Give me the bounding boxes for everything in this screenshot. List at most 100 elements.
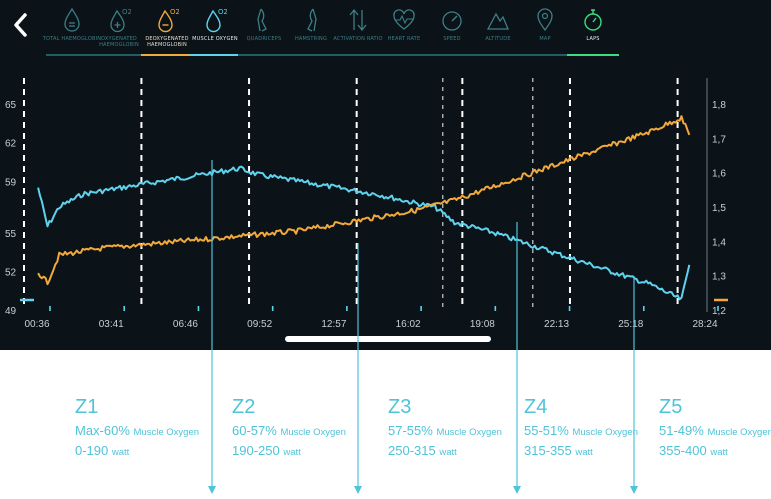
horizontal-scrollbar[interactable] [285, 336, 491, 342]
chevron-left-icon [14, 13, 27, 37]
drop-o2-minus-icon: O2 [158, 8, 179, 33]
y-right-tick-label: 1,6 [712, 169, 726, 180]
x-tick-label: 03:41 [99, 319, 124, 330]
tab-indicator-active [189, 54, 241, 56]
speedometer-icon [442, 11, 462, 31]
tab-indicator [472, 54, 524, 56]
tab-label: LAPS [586, 36, 600, 42]
tab-map[interactable]: MAP [519, 6, 571, 58]
tab-label: HAMSTRING [294, 36, 328, 42]
tab-label: MUSCLE OXYGEN [192, 36, 238, 42]
tab-label: DEOXYGENATED HAEMOGLOBIN [145, 36, 189, 48]
tab-indicator [238, 54, 290, 56]
tab-label: OXYGENATED HAEMOGLOBIN [99, 36, 139, 48]
series-layer [20, 115, 728, 302]
x-tick-label: 00:36 [24, 319, 49, 330]
zone-title: Z3 [388, 396, 412, 418]
zone-title: Z2 [232, 396, 256, 418]
y-right-tick-label: 1,3 [712, 272, 726, 283]
arrow-down-icon [630, 486, 638, 494]
x-axis: 00:36 03:41 06:46 09:52 12:57 16:02 19:08 22:13… [24, 306, 719, 330]
leg-icon [257, 8, 267, 32]
zone-range: 57-55% [388, 423, 433, 438]
zone-range-unit: Muscle Oxygen [133, 427, 200, 438]
zone-z4: Z4 55-51% Muscle Oxygen 315-355 watt [524, 396, 638, 462]
tab-indicator [426, 54, 478, 56]
series-line [37, 165, 691, 301]
y-left-tick-label: 59 [5, 177, 17, 188]
heart-icon [393, 9, 415, 30]
x-tick-label: 16:02 [396, 319, 421, 330]
zone-title: Z4 [524, 396, 548, 418]
zone-z2: Z2 60-57% Muscle Oxygen 190-250 watt [232, 396, 346, 462]
zone-range-unit: Muscle Oxygen [572, 427, 638, 438]
x-tick-label: 06:46 [173, 319, 198, 330]
zone-watt-unit: watt [283, 447, 301, 458]
workout-chart: 49 52 55 59 62 65 1,2 1,3 1,4 1,5 1,6 1,7 1,8 00:36… [5, 78, 728, 330]
tab-label: QUADRICEPS [246, 36, 282, 42]
zone-watt: 250-315 [388, 443, 436, 458]
zone-watt: 0-190 [75, 443, 109, 458]
y-left-tick-label: 65 [5, 100, 17, 111]
zone-watt-unit: watt [439, 447, 457, 458]
back-button[interactable] [8, 10, 34, 40]
zone-range: Max-60% [75, 423, 130, 438]
tab-label: TOTAL HAEMOGLOBIN [42, 36, 102, 42]
drop-equals-icon [64, 7, 80, 32]
metric-toolbar: TOTAL HAEMOGLOBIN O2 OXYGENATED HAEMOGLO… [0, 0, 771, 62]
zone-z5: Z5 51-49% Muscle Oxygen 355-400 watt [659, 396, 771, 462]
zone-range: 51-49% [659, 423, 704, 438]
tab-indicator [46, 54, 98, 56]
zone-watt: 355-400 [659, 443, 707, 458]
zone-watt-unit: watt [575, 447, 593, 458]
zone-title: Z1 [75, 396, 99, 418]
tab-indicator [332, 54, 384, 56]
tab-activation-ratio[interactable]: ACTIVATION RATIO [332, 6, 384, 58]
y-right-tick-label: 1,7 [712, 134, 726, 145]
tab-heart-rate[interactable]: HEART RATE [378, 6, 430, 58]
zone-watt: 190-250 [232, 443, 280, 458]
tab-total-haemoglobin[interactable]: TOTAL HAEMOGLOBIN [43, 6, 101, 58]
tab-deoxygenated-haemoglobin[interactable]: O2 DEOXYGENATED HAEMOGLOBIN [141, 6, 193, 58]
x-tick-label: 28:24 [692, 319, 717, 330]
leg-back-icon [307, 8, 317, 32]
zone-range-unit: Muscle Oxygen [707, 427, 771, 438]
zone-watt-unit: watt [111, 447, 130, 458]
y-right-tick-label: 1,4 [712, 237, 726, 248]
tab-indicator [93, 54, 145, 56]
y-right-tick-label: 1,5 [712, 203, 726, 214]
tab-laps[interactable]: LAPS [567, 6, 619, 58]
map-pin-icon [537, 8, 553, 32]
updown-arrows-icon [349, 8, 367, 32]
y-left-tick-label: 62 [5, 139, 17, 150]
tab-oxygenated-haemoglobin[interactable]: O2 OXYGENATED HAEMOGLOBIN [93, 6, 145, 58]
series-line [37, 115, 691, 286]
lap-markers [23, 78, 679, 308]
zone-z3: Z3 57-55% Muscle Oxygen 250-315 watt [388, 396, 502, 462]
drop-o2-icon: O2 [206, 8, 227, 33]
tab-label: ALTITUDE [485, 36, 511, 42]
x-tick-label: 19:08 [470, 319, 495, 330]
tab-muscle-oxygen[interactable]: O2 MUSCLE OXYGEN [189, 6, 241, 58]
zone-watt: 315-355 [524, 443, 572, 458]
zone-range-unit: Muscle Oxygen [436, 427, 502, 438]
tab-indicator [285, 54, 337, 56]
y-right-tick-label: 1,8 [712, 100, 726, 111]
x-tick-label: 09:52 [247, 319, 272, 330]
tab-altitude[interactable]: ALTITUDE [472, 6, 524, 58]
zone-range: 60-57% [232, 423, 277, 438]
tab-quadriceps[interactable]: QUADRICEPS [238, 6, 290, 58]
arrow-down-icon [208, 486, 216, 494]
x-tick-label: 12:57 [321, 319, 346, 330]
tab-speed[interactable]: SPEED [426, 6, 478, 58]
tab-label: MAP [539, 36, 551, 42]
zone-z1: Z1 Max-60% Muscle Oxygen 0-190 watt [75, 396, 199, 462]
tab-indicator-active [141, 54, 193, 56]
svg-text:O2: O2 [218, 8, 227, 16]
svg-text:O2: O2 [170, 8, 179, 16]
tab-label: HEART RATE [387, 36, 421, 42]
tab-hamstring[interactable]: HAMSTRING [285, 6, 337, 58]
zone-watt-unit: watt [710, 447, 728, 458]
drop-o2-plus-icon: O2 [110, 8, 131, 33]
